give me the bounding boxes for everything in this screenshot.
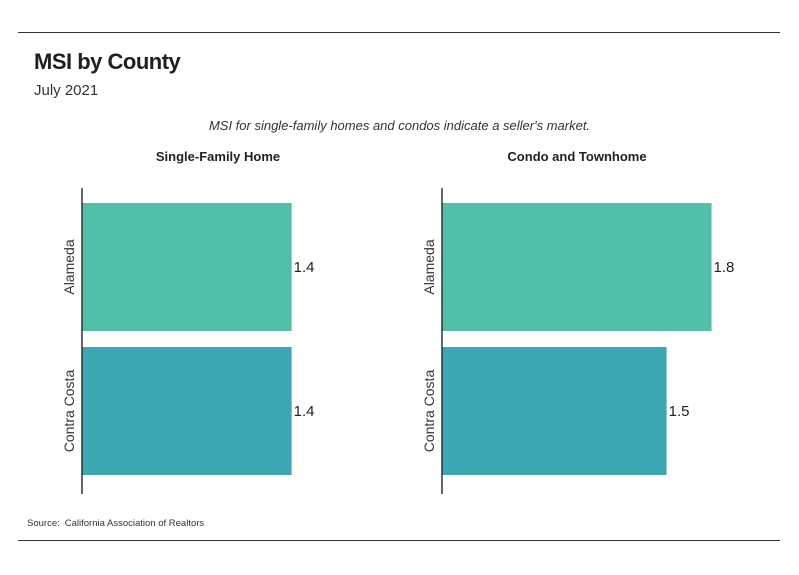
panel-2: Condo and Townhome Alameda 1.8 Contra Costa… (421, 149, 734, 494)
value-label: 1.4 (294, 259, 315, 276)
value-label: 1.8 (714, 259, 735, 276)
source-note: Source: California Association of Realtor… (27, 518, 204, 529)
chart-subtitle: July 2021 (34, 82, 99, 99)
panel-title: Condo and Townhome (507, 149, 646, 164)
category-label: Contra Costa (421, 370, 437, 453)
bar-contra-costa (442, 347, 667, 475)
value-label: 1.5 (669, 403, 690, 420)
bottom-rule (18, 540, 780, 541)
value-label: 1.4 (294, 403, 315, 420)
category-label: Alameda (421, 239, 437, 294)
bar-alameda (442, 203, 712, 331)
chart-title: MSI by County (34, 49, 181, 74)
source-label: Source: (27, 518, 60, 529)
top-rule (18, 32, 780, 33)
panel-title: Single-Family Home (156, 149, 280, 164)
category-label: Contra Costa (61, 370, 77, 453)
bar-contra-costa (82, 347, 292, 475)
chart-caption: MSI for single-family homes and condos i… (208, 118, 591, 133)
category-label: Alameda (61, 239, 77, 294)
panel-1: Single-Family Home Alameda 1.4 Contra Costa… (61, 149, 315, 494)
source-text: California Association of Realtors (64, 518, 205, 529)
bar-alameda (82, 203, 292, 331)
